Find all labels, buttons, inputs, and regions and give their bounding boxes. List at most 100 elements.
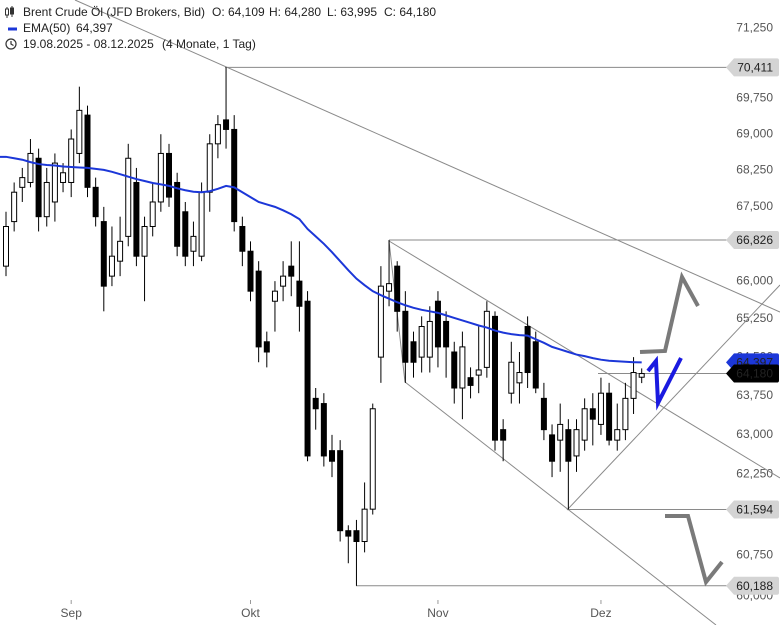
candle-body — [125, 157, 132, 237]
candle-body — [133, 181, 140, 257]
level-box — [726, 500, 779, 519]
clock-icon — [5, 38, 17, 50]
candle-body — [337, 450, 344, 532]
candle-body — [76, 109, 83, 154]
ohlc-close: C: 64,180 — [384, 5, 436, 19]
candle-body — [239, 226, 246, 252]
y-tick-label: 63,000 — [736, 427, 773, 441]
ohlc-open: O: 64,109 — [212, 5, 265, 19]
candle-body — [320, 403, 327, 457]
ema-line — [0, 155, 642, 364]
candle-body — [84, 114, 91, 188]
candle-body — [426, 320, 433, 358]
candle-body — [304, 300, 311, 457]
candle-body — [329, 450, 335, 462]
y-tick-label: 71,250 — [736, 20, 773, 34]
candle-body — [11, 191, 18, 223]
candle-body — [345, 530, 352, 537]
candle-body — [68, 138, 75, 183]
y-tick-label: 67,500 — [736, 199, 773, 213]
candle-body — [540, 397, 547, 431]
y-tick-label: 62,250 — [736, 467, 773, 481]
trend-line — [404, 381, 717, 625]
candle-body — [157, 152, 164, 203]
trend-line — [388, 240, 780, 479]
candle-body — [51, 162, 58, 203]
candle-body — [60, 172, 67, 183]
candle-body — [467, 377, 474, 386]
candle-body — [3, 226, 9, 267]
y-tick-label: 68,250 — [736, 163, 773, 177]
legend-label: EMA(50) — [23, 21, 70, 35]
candle-body — [434, 300, 441, 348]
x-tick-label: Nov — [427, 606, 448, 620]
levels — [225, 66, 730, 587]
candle-body — [271, 290, 278, 302]
arrows — [639, 271, 724, 587]
blue-arrow — [646, 355, 683, 411]
candle-body — [35, 157, 42, 218]
candle-body — [149, 201, 156, 228]
candle-body — [459, 346, 466, 389]
y-tick-label: 69,750 — [736, 91, 773, 105]
candle-body — [100, 221, 107, 287]
candle-body — [288, 265, 295, 277]
candle-body — [557, 423, 564, 441]
level-box-label: 70,411 — [737, 60, 773, 74]
candle-body — [190, 235, 197, 252]
candle-body — [638, 373, 645, 378]
header: Brent Crude Öl (JFD Brokers, Bid) O: 64,… — [5, 5, 436, 51]
candle-body — [263, 341, 270, 353]
level-box-label: 66,826 — [736, 233, 773, 247]
candle-body — [174, 181, 181, 247]
down-arrow — [665, 514, 724, 587]
candle-body — [418, 326, 425, 358]
candle-body — [377, 285, 384, 358]
candle-body — [516, 372, 523, 384]
candle-body — [606, 392, 613, 441]
candle-body — [296, 280, 303, 307]
candle-body — [182, 211, 189, 257]
candle-body — [630, 372, 637, 399]
level-box-label: 60,188 — [736, 579, 773, 593]
x-tick-label: Okt — [241, 606, 260, 620]
candle-body — [402, 310, 409, 363]
candle-body — [508, 361, 515, 394]
level-box — [726, 231, 779, 250]
candle-body — [451, 351, 458, 389]
level-box-label: 64,180 — [736, 367, 773, 381]
candle-body — [410, 341, 417, 363]
candle-body — [475, 369, 482, 376]
y-tick-label: 69,000 — [736, 126, 773, 140]
candle-body — [614, 429, 621, 441]
ema — [0, 155, 642, 364]
candle-body — [312, 397, 319, 410]
y-tick-label: 65,250 — [736, 311, 773, 325]
candle-body — [214, 124, 221, 145]
candle-body — [369, 408, 376, 510]
candle-body — [532, 341, 539, 389]
ohlc-high: H: 64,280 — [269, 5, 321, 19]
candle-body — [386, 283, 393, 292]
level-box — [726, 58, 779, 77]
y-tick-label: 60,750 — [736, 547, 773, 561]
candle-body — [27, 152, 34, 183]
candle-body — [92, 186, 99, 218]
candle-body — [43, 181, 50, 218]
chart-title: Brent Crude Öl (JFD Brokers, Bid) — [23, 5, 205, 19]
candle-body — [255, 270, 262, 348]
candle-body — [223, 119, 230, 130]
candles — [3, 67, 645, 586]
candle-body — [198, 191, 205, 257]
period-note: (4 Monate, 1 Tag) — [162, 37, 256, 51]
y-tick-label: 63,750 — [736, 388, 773, 402]
candle-body — [589, 408, 596, 420]
period: 19.08.2025 - 08.12.2025 — [23, 37, 154, 51]
candle-body — [117, 240, 124, 262]
candle-body — [247, 250, 254, 292]
up-arrow — [639, 271, 700, 354]
candle-body — [443, 320, 450, 348]
